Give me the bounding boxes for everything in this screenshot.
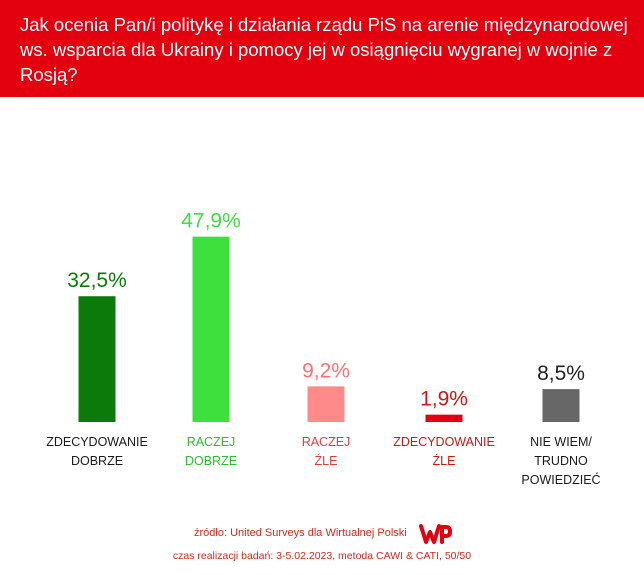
bar-4 — [425, 414, 463, 422]
value-label-2: 47,9% — [181, 210, 241, 233]
category-label-5-line-1: NIE WIEM/ — [530, 435, 592, 449]
value-label-1: 32,5% — [67, 269, 127, 292]
bar-2 — [192, 236, 230, 422]
bar-3 — [307, 386, 345, 422]
header-banner: Jak ocenia Pan/i politykę i działania rz… — [0, 0, 644, 97]
category-label-1-line-2: DOBRZE — [71, 454, 123, 468]
wp-logo-icon — [419, 524, 452, 544]
category-label-4-line-2: ŹLE — [433, 453, 456, 468]
bar-5 — [542, 389, 580, 422]
value-label-3: 9,2% — [302, 359, 350, 382]
chart-title: Jak ocenia Pan/i politykę i działania rz… — [20, 14, 628, 85]
category-label-1-line-1: ZDECYDOWANIE — [46, 435, 148, 449]
survey-date-note: czas realizacji badań: 3-5.02.2023, meto… — [172, 550, 472, 562]
category-label-5-line-2: TRUDNO — [534, 454, 588, 468]
category-label-4-line-1: ZDECYDOWANIE — [393, 435, 495, 449]
bar-chart: 32,5% ZDECYDOWANIE DOBRZE 47,9% RACZEJ DOBRZE… — [46, 210, 600, 487]
category-label-2-line-1: RACZEJ — [187, 435, 236, 449]
category-label-3-line-1: RACZEJ — [302, 435, 351, 449]
bar-1 — [78, 296, 116, 422]
source-note: źródło: United Surveys dla Wirtualnej Po… — [194, 527, 407, 539]
category-label-2-line-2: DOBRZE — [185, 454, 237, 468]
category-label-3-line-2: ŹLE — [315, 453, 338, 468]
value-label-4: 1,9% — [420, 388, 468, 411]
category-label-5-line-3: POWIEDZIEĆ — [521, 472, 600, 487]
value-label-5: 8,5% — [537, 362, 585, 385]
